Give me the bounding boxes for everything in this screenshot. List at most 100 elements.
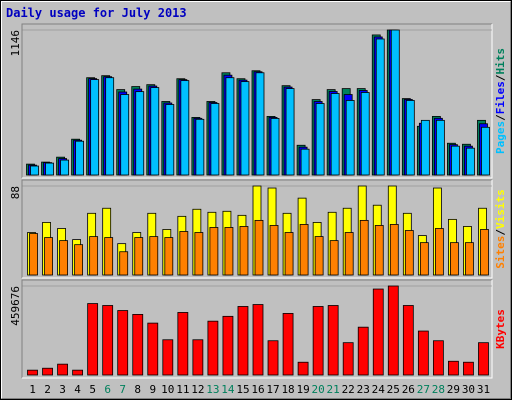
x-tick-label: 5 xyxy=(89,383,96,396)
x-tick-label: 18 xyxy=(281,383,294,396)
bar xyxy=(239,226,249,276)
bar xyxy=(432,340,444,376)
x-tick-label: 21 xyxy=(327,383,340,396)
bar xyxy=(207,320,219,376)
x-tick-label: 3 xyxy=(59,383,66,396)
legend: Pages/Files/Hits xyxy=(494,48,507,154)
x-tick-label: 26 xyxy=(402,383,415,396)
bar xyxy=(448,360,459,376)
bar xyxy=(254,219,264,276)
x-tick-label: 20 xyxy=(312,383,325,396)
bar xyxy=(150,87,160,176)
bar xyxy=(60,159,69,176)
legend-separator: / xyxy=(494,229,507,236)
x-tick-label: 28 xyxy=(432,383,445,396)
legend: KBytes xyxy=(494,309,507,349)
bar xyxy=(269,225,279,276)
bar xyxy=(27,369,38,376)
bar xyxy=(45,162,54,176)
bar xyxy=(59,240,68,276)
x-tick-label: 24 xyxy=(372,383,386,396)
x-tick-label: 30 xyxy=(462,383,475,396)
legend-separator: / xyxy=(494,114,507,121)
legend-entry: Pages xyxy=(494,121,507,154)
panel-bevel-light xyxy=(22,180,493,279)
x-tick-label: 16 xyxy=(251,383,264,396)
bar xyxy=(209,227,219,276)
bar xyxy=(315,103,325,176)
bar xyxy=(270,118,280,176)
x-tick-label: 9 xyxy=(149,383,156,396)
bar xyxy=(102,305,114,376)
x-tick-label: 1 xyxy=(29,383,36,396)
bar xyxy=(135,91,145,176)
bar xyxy=(297,361,309,376)
bar xyxy=(147,322,159,376)
bar xyxy=(314,236,324,276)
legend-entry: KBytes xyxy=(494,309,507,349)
bar xyxy=(195,118,205,176)
bar xyxy=(30,165,39,176)
bar xyxy=(478,342,489,376)
y-tick-label: 459676 xyxy=(9,286,22,326)
x-tick-label: 14 xyxy=(221,383,235,396)
bar xyxy=(402,305,414,376)
bar xyxy=(252,304,264,376)
x-tick-label: 29 xyxy=(447,383,460,396)
x-tick-label: 12 xyxy=(191,383,204,396)
bar xyxy=(360,92,370,176)
bar xyxy=(480,229,489,276)
x-tick-label: 8 xyxy=(134,383,141,396)
legend-entry: Files xyxy=(494,81,507,114)
bar xyxy=(357,326,369,376)
x-tick-label: 22 xyxy=(342,383,355,396)
bar xyxy=(119,251,129,276)
legend-entry: Sites xyxy=(494,236,507,269)
bar xyxy=(417,330,429,376)
bar xyxy=(89,236,99,276)
bar xyxy=(389,224,399,276)
bar xyxy=(237,306,249,376)
bar xyxy=(481,126,490,176)
bar xyxy=(387,285,399,376)
bar xyxy=(285,88,295,176)
bar xyxy=(179,231,189,276)
bar xyxy=(164,237,174,276)
x-tick-label: 13 xyxy=(206,383,219,396)
bar xyxy=(267,340,279,376)
bar xyxy=(222,315,234,376)
x-tick-label: 15 xyxy=(236,383,249,396)
bar xyxy=(255,72,265,176)
x-tick-label: 10 xyxy=(161,383,174,396)
bar xyxy=(282,313,294,376)
bar xyxy=(192,339,204,376)
bar xyxy=(74,244,84,276)
bar xyxy=(312,306,324,376)
bar xyxy=(404,230,414,276)
bar xyxy=(104,237,114,276)
bar xyxy=(434,228,444,276)
bar xyxy=(29,233,38,276)
bar xyxy=(194,232,204,276)
x-tick-label: 11 xyxy=(176,383,189,396)
bar xyxy=(466,147,475,176)
x-tick-label: 27 xyxy=(417,383,430,396)
bar xyxy=(463,361,474,376)
bar xyxy=(435,119,445,176)
bar xyxy=(374,225,384,276)
bar xyxy=(327,305,339,376)
bar xyxy=(120,94,130,176)
panel-bevel-dark xyxy=(21,23,492,178)
x-tick-label: 4 xyxy=(74,383,81,396)
x-tick-label: 31 xyxy=(477,383,490,396)
bar xyxy=(451,145,460,176)
bar xyxy=(450,242,459,276)
bar xyxy=(42,367,53,376)
bar xyxy=(162,339,174,376)
y-tick-label: 1146 xyxy=(9,30,22,57)
bar xyxy=(240,81,250,176)
bar xyxy=(87,303,99,376)
bar xyxy=(299,224,309,276)
bar xyxy=(57,363,68,376)
